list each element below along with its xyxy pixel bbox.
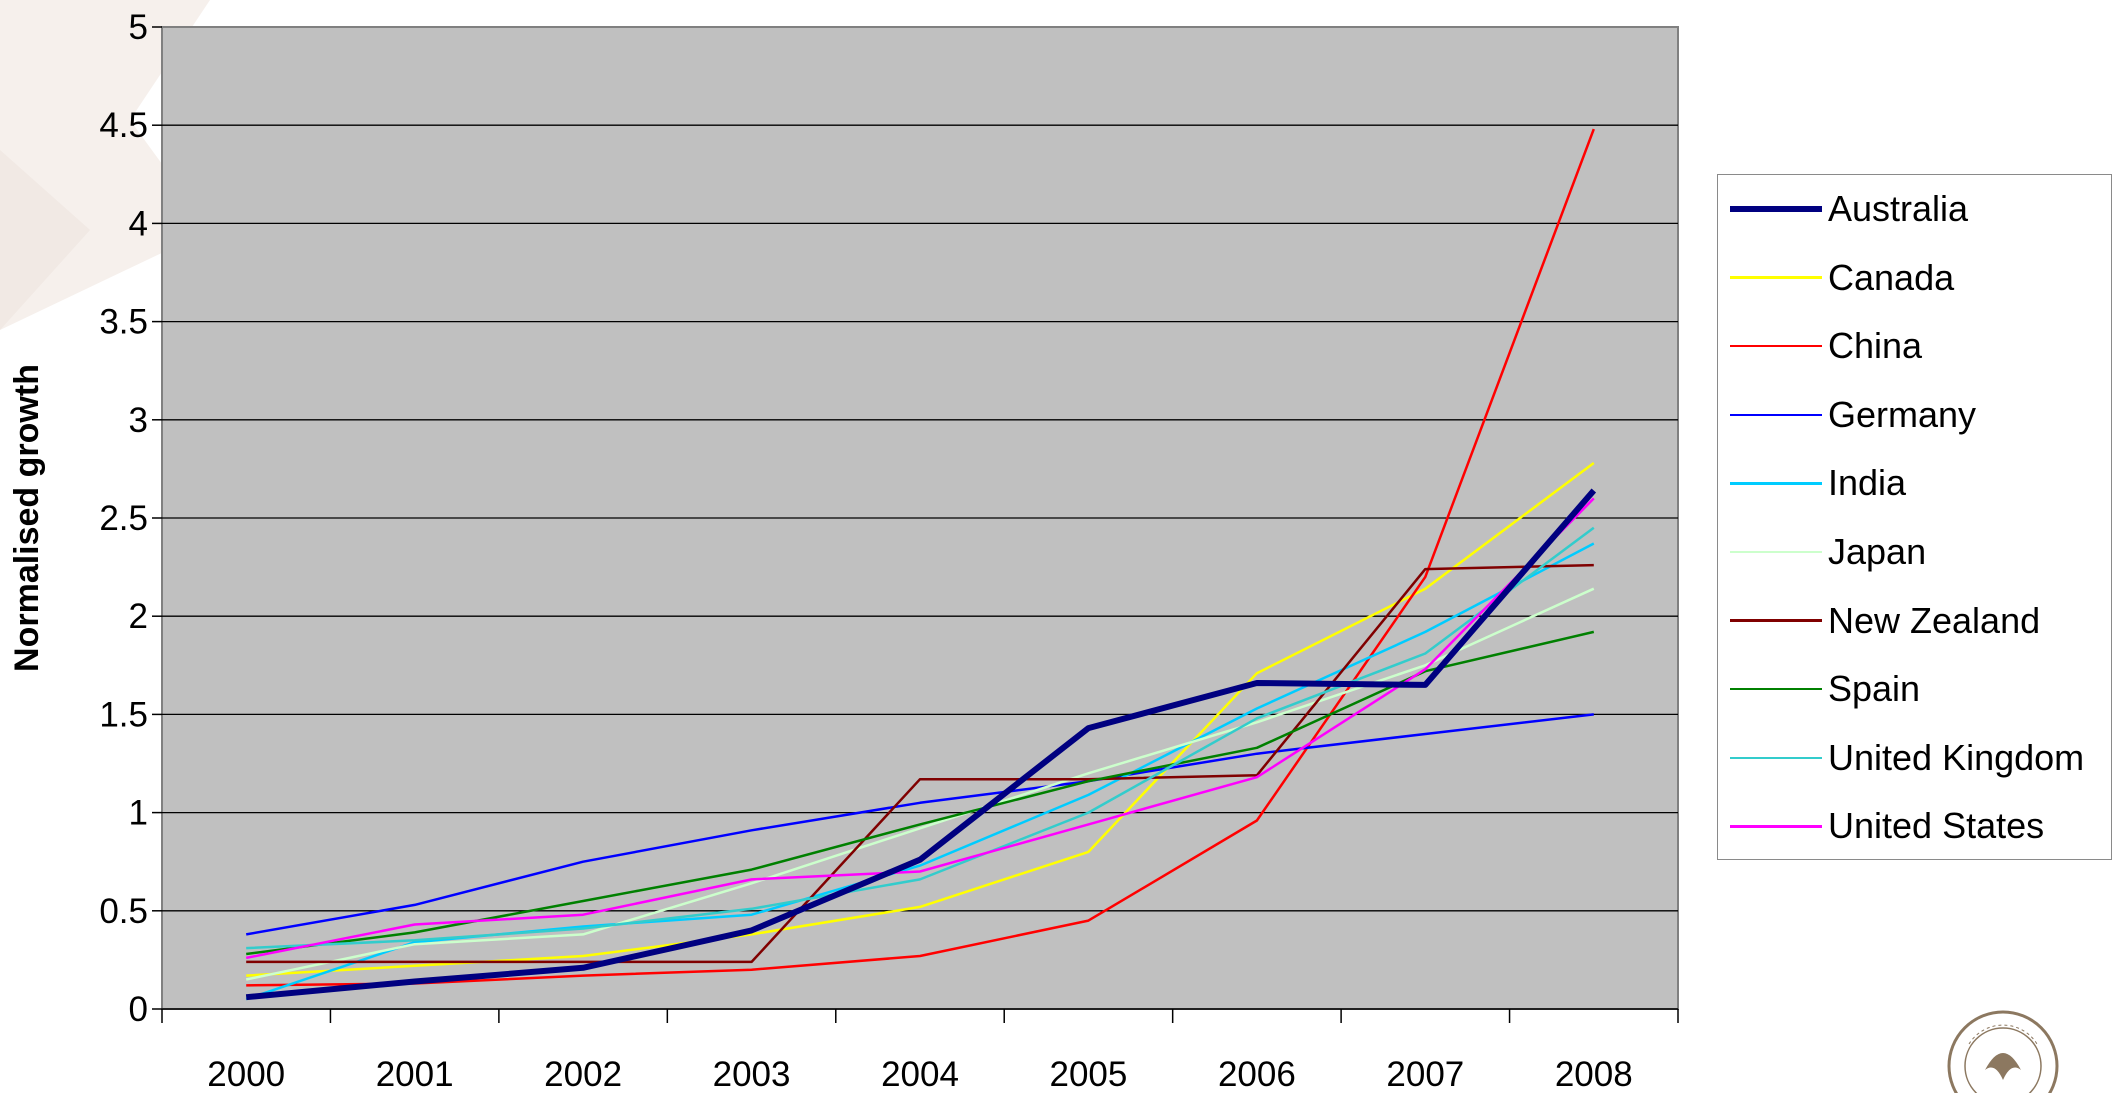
legend-label: Japan (1828, 531, 1927, 572)
legend-item: China (1718, 322, 1922, 370)
legend-swatch (1730, 413, 1822, 417)
legend-swatch (1730, 687, 1822, 691)
legend-item: New Zealand (1718, 597, 2040, 645)
x-tick-label: 2001 (376, 1055, 454, 1093)
series-layer (245, 128, 1597, 1001)
legend-label: United Kingdom (1828, 736, 2085, 778)
x-tick-label: 2004 (881, 1055, 959, 1093)
legend: Australia Canada China Germany India Japan New… (1717, 174, 2112, 860)
axes: 0 0.5 1 1.5 2 2.5 3 3.5 4 4.5 5 2000 2001 2002 2003 200… (99, 8, 1679, 1093)
y-tick-label: 5 (129, 8, 148, 47)
series-line-australia (245, 488, 1597, 1001)
y-tick-label: 1.5 (99, 695, 148, 734)
y-tick-label: 0 (129, 990, 148, 1029)
x-tick-label: 2000 (207, 1055, 285, 1093)
x-tick-label: 2002 (544, 1055, 622, 1093)
legend-swatch (1730, 344, 1822, 348)
legend-label: New Zealand (1828, 599, 2041, 641)
legend-label: China (1828, 325, 1923, 367)
x-tick-label: 2006 (1218, 1055, 1296, 1093)
x-tick-label: 2008 (1555, 1055, 1633, 1093)
x-tick-label: 2005 (1050, 1055, 1128, 1093)
gridlines (162, 124, 1678, 912)
legend-item: Canada (1718, 254, 1954, 302)
line-chart: 0 0.5 1 1.5 2 2.5 3 3.5 4 4.5 5 2000 2001 2002 2003 200… (8, 8, 1679, 1093)
y-tick-label: 3.5 (99, 303, 148, 342)
y-tick-label: 1 (129, 794, 148, 833)
background-decoration (0, 0, 210, 330)
legend-item: Germany (1718, 391, 1976, 439)
legend-swatch (1730, 550, 1822, 554)
series-line-united-kingdom (246, 526, 1595, 950)
series-line-germany (245, 713, 1594, 936)
y-axis-title: Normalised growth (8, 364, 46, 672)
legend-label: Spain (1828, 668, 1921, 710)
legend-swatch (1730, 756, 1822, 760)
legend-swatch (1730, 482, 1822, 485)
south-australia-seal-logo (1947, 1010, 2059, 1093)
legend-label: India (1828, 462, 1907, 504)
y-tick-label: 4 (129, 204, 148, 243)
legend-item: Australia (1718, 185, 1968, 233)
legend-item: United States (1718, 802, 2044, 850)
legend-item: United Kingdom (1718, 734, 2084, 782)
legend-label: Australia (1828, 188, 1969, 229)
x-tick-label: 2003 (713, 1055, 791, 1093)
series-line-united-states (245, 497, 1595, 960)
y-tick-label: 2.5 (99, 499, 148, 538)
y-tick-label: 3 (129, 401, 148, 440)
legend-item: Spain (1718, 665, 1920, 713)
y-tick-label: 0.5 (99, 892, 148, 931)
legend-swatch (1730, 825, 1822, 828)
y-tick-label: 4.5 (99, 106, 148, 145)
y-tick-label: 2 (129, 597, 148, 636)
legend-label: Canada (1828, 256, 1955, 298)
legend-item: India (1718, 459, 1906, 507)
legend-swatch (1730, 276, 1822, 279)
legend-swatch (1730, 206, 1822, 212)
x-tick-label: 2007 (1386, 1055, 1464, 1093)
legend-label: United States (1828, 805, 2045, 847)
series-line-new-zealand (246, 563, 1594, 964)
legend-label: Germany (1828, 393, 1977, 435)
legend-item: Japan (1718, 528, 1926, 576)
legend-swatch (1730, 619, 1822, 622)
